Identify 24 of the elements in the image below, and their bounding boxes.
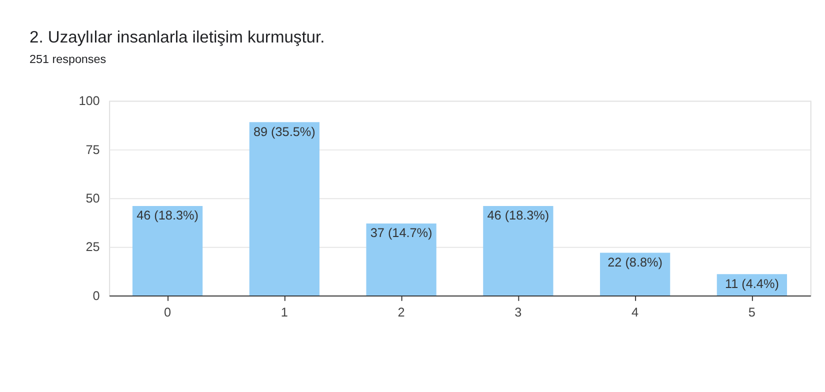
x-tick-label: 4 [632,306,639,320]
y-tick-label: 100 [78,94,100,108]
chart-title: 2. Uzaylılar insanlarla iletişim kurmuştur. [30,27,325,46]
y-tick-label: 25 [86,240,100,254]
bar [366,223,436,296]
x-tick-label: 1 [280,306,288,320]
bar [600,252,670,296]
y-tick-label: 75 [86,142,100,157]
x-tick-label: 0 [164,306,172,320]
x-tick-label: 3 [514,306,522,320]
chart-subtitle: 251 responses [30,52,106,66]
x-tick-label: 5 [748,306,756,320]
data-label: 37 (14.7%) [370,226,432,240]
data-label: 22 (8.8%) [608,255,662,270]
data-label: 46 (18.3%) [487,208,550,223]
x-tick-label: 2 [398,306,405,320]
data-label: 46 (18.3%) [136,208,198,223]
bar [483,206,554,296]
bar [132,206,203,296]
data-label: 11 (4.4%) [724,276,779,291]
y-tick-label: 50 [86,192,100,206]
data-label: 89 (35.5%) [253,124,316,139]
bar [249,122,320,296]
y-tick-label: 0 [92,288,100,303]
